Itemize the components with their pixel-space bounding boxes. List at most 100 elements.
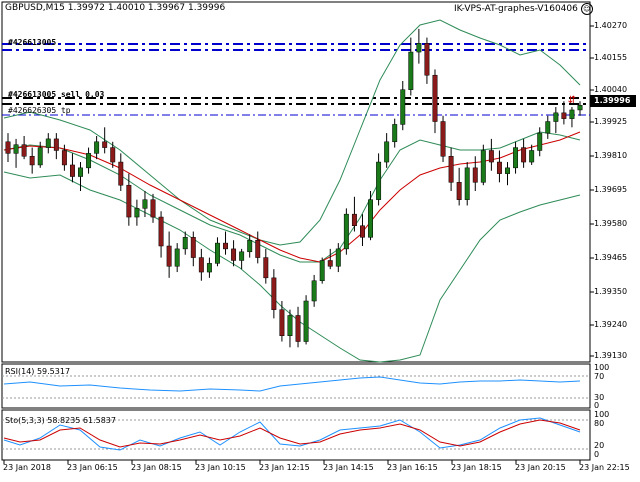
candle-bear: [223, 242, 228, 250]
candle-bear: [424, 43, 430, 76]
candle-bull: [537, 132, 543, 151]
candles-group: [5, 28, 583, 348]
candle-bear: [29, 156, 35, 166]
rsi-frame: [1, 363, 591, 409]
candle-bear: [496, 161, 502, 174]
candle-bull: [416, 43, 422, 53]
time-label-6: 23 Jan 16:15: [387, 463, 438, 472]
price-label-3: 1.39925: [594, 117, 628, 126]
trade-arrow-icon[interactable]: ⇵: [567, 95, 577, 106]
candle-bull: [408, 51, 414, 90]
rsi-level-label-100: 100: [594, 363, 610, 372]
stoch-main-line: [3, 417, 581, 451]
candle-bull: [214, 242, 220, 264]
stoch-frame: [1, 409, 591, 461]
candle-bull: [182, 237, 188, 250]
stoch-level-label-80: 80: [594, 419, 605, 428]
candle-bull: [335, 248, 341, 267]
candle-bull: [239, 251, 245, 261]
smiley-icon[interactable]: ☺: [580, 3, 593, 15]
candle-bear: [263, 257, 269, 279]
candle-bull: [142, 199, 148, 209]
candle-bull: [553, 112, 559, 122]
price-label-1: 1.40155: [594, 53, 628, 62]
stoch-signal-line: [3, 419, 581, 448]
candle-bear: [69, 164, 75, 177]
rsi-level-label-70: 70: [594, 372, 605, 381]
stoch-level-label-20: 20: [594, 441, 605, 450]
candle-bear: [255, 239, 261, 258]
candle-bull: [319, 260, 325, 281]
candle-bear: [271, 277, 277, 310]
time-label-4: 23 Jan 12:15: [259, 463, 310, 472]
candle-bull: [384, 141, 390, 163]
order-tag-upper[interactable]: #426613005: [8, 38, 57, 47]
price-label-8: 1.39350: [594, 287, 628, 296]
price-label-0: 1.40270: [594, 21, 628, 30]
candle-bull: [505, 167, 510, 174]
bollinger-upper-band: [3, 19, 581, 246]
candle-bear: [61, 150, 67, 166]
current-price-label: 1.39996: [594, 96, 631, 105]
candle-bull: [529, 150, 535, 163]
price-label-4: 1.39810: [594, 151, 628, 160]
main-chart-frame: [1, 1, 591, 363]
candle-bear: [279, 309, 285, 336]
rsi-title: RSI(14) 59.5317: [5, 367, 71, 376]
price-label-2: 1.40040: [594, 85, 628, 94]
candle-bull: [287, 315, 293, 336]
candle-bull: [343, 213, 349, 250]
candle-bull: [174, 248, 180, 267]
candle-bear: [432, 74, 438, 122]
candle-bear: [231, 248, 237, 261]
candle-bear: [351, 213, 357, 226]
order-tag-sell[interactable]: #426613005 sell 0.03: [8, 90, 105, 99]
time-label-5: 23 Jan 14:15: [323, 463, 374, 472]
time-label-7: 23 Jan 18:15: [451, 463, 502, 472]
candle-bull: [37, 147, 43, 166]
candle-bear: [456, 182, 462, 200]
candle-bear: [472, 167, 478, 183]
current-price-box: [590, 95, 636, 107]
order-tag-tp[interactable]: #426626305 tp: [8, 106, 71, 115]
candle-bear: [5, 141, 11, 154]
candle-bear: [190, 237, 196, 258]
candle-bear: [440, 121, 446, 157]
candle-bull: [400, 89, 406, 125]
price-label-10: 1.39130: [594, 351, 628, 360]
price-label-7: 1.39465: [594, 253, 628, 262]
candle-bear: [102, 141, 108, 148]
time-label-3: 23 Jan 10:15: [195, 463, 246, 472]
time-label-0: 23 Jan 2018: [3, 463, 51, 472]
stoch-level-label-0: 0: [594, 450, 600, 459]
candle-bull: [545, 121, 551, 134]
candle-bull: [392, 124, 398, 143]
candle-bear: [166, 245, 172, 267]
time-label-8: 23 Jan 20:15: [515, 463, 566, 472]
candle-bear: [360, 225, 365, 238]
candle-bear: [53, 138, 59, 151]
candle-bull: [134, 208, 140, 218]
rsi-line: [3, 376, 581, 392]
time-label-9: 23 Jan 22:15: [579, 463, 630, 472]
candle-bull: [206, 263, 212, 273]
candle-bull: [94, 141, 100, 154]
candle-bear: [488, 150, 494, 163]
candle-bull: [13, 144, 19, 154]
candle-bull: [86, 153, 92, 169]
candle-bear: [561, 112, 567, 119]
ea-name-label: IK-VPS-AT-graphes-V160406: [454, 4, 578, 14]
candle-bull: [247, 239, 253, 253]
candle-bull: [480, 150, 486, 183]
price-label-6: 1.39580: [594, 219, 628, 228]
candle-bull: [464, 167, 470, 200]
candle-bull: [311, 280, 317, 302]
candle-bear: [21, 144, 27, 157]
candle-bull: [513, 147, 519, 169]
price-label-5: 1.39695: [594, 185, 628, 194]
candle-bear: [150, 199, 156, 218]
rsi-level-label-0: 0: [594, 401, 600, 410]
candle-bull: [569, 109, 575, 119]
